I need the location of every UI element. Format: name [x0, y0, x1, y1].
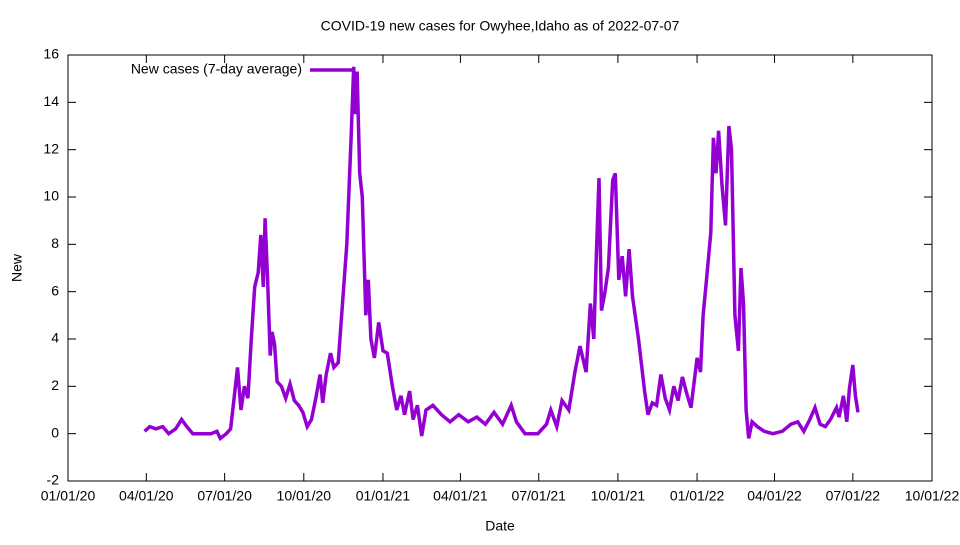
legend-label: New cases (7-day average)	[131, 61, 302, 77]
x-tick-label: 04/01/20	[119, 488, 174, 504]
y-tick-label: 12	[43, 140, 59, 156]
y-tick-label: 8	[51, 235, 59, 251]
x-tick-label: 04/01/22	[747, 488, 802, 504]
y-tick-label: 16	[43, 46, 59, 62]
y-tick-label: 4	[51, 330, 59, 346]
x-tick-label: 04/01/21	[433, 488, 488, 504]
x-tick-label: 01/01/20	[41, 488, 96, 504]
x-tick-label: 07/01/20	[197, 488, 252, 504]
y-tick-label: 14	[43, 93, 59, 109]
y-tick-label: 10	[43, 188, 59, 204]
y-tick-label: 0	[51, 424, 59, 440]
x-tick-label: 07/01/21	[511, 488, 566, 504]
x-tick-label: 07/01/22	[826, 488, 881, 504]
chart-title: COVID-19 new cases for Owyhee,Idaho as o…	[321, 18, 680, 34]
x-tick-label: 10/01/22	[905, 488, 960, 504]
x-axis-label: Date	[485, 518, 515, 534]
y-tick-label: -2	[47, 472, 60, 488]
data-line	[143, 66, 860, 442]
x-tick-label: 10/01/20	[277, 488, 332, 504]
x-tick-label: 01/01/22	[670, 488, 725, 504]
y-tick-label: 6	[51, 282, 59, 298]
x-tick-label: 10/01/21	[591, 488, 646, 504]
y-axis-label: New	[9, 253, 25, 282]
plot-frame	[67, 54, 933, 482]
y-tick-label: 2	[51, 377, 59, 393]
x-tick-label: 01/01/21	[356, 488, 411, 504]
